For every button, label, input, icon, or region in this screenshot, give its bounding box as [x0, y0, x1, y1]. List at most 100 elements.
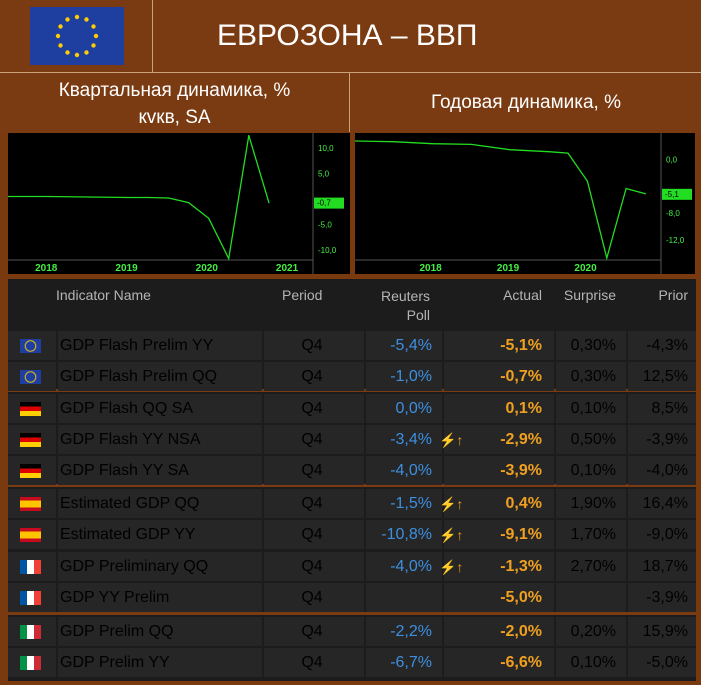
indicator-name: GDP Prelim QQ — [60, 623, 174, 640]
eu-flag-icon — [30, 7, 124, 65]
cell-background — [264, 583, 364, 612]
cell-background — [264, 331, 364, 360]
chart-data-point — [548, 151, 550, 153]
reuters-poll: 0,0% — [395, 400, 432, 417]
period: Q4 — [301, 623, 323, 640]
col-header-prior[interactable]: Prior — [658, 287, 688, 303]
chart-data-point — [167, 197, 170, 199]
surprise-value: 0,30% — [570, 337, 616, 354]
cell-background — [264, 489, 364, 518]
table-row[interactable]: GDP Flash Prelim QQ Q4 -1,0% -0,7% 0,30% 12,5… — [8, 362, 696, 392]
cell-background — [58, 489, 262, 518]
chart-x-tick-label: 2020 — [196, 263, 219, 274]
prior-value: 12,5% — [642, 368, 688, 385]
cell-background — [628, 362, 696, 391]
country-flag-de-icon — [20, 433, 41, 447]
country-flag-es-icon — [20, 497, 41, 511]
prior-value: 16,4% — [642, 495, 688, 512]
cell-background — [556, 520, 626, 549]
table-row[interactable]: GDP Flash YY SA Q4 -4,0% -3,9% 0,10% -4,0% — [8, 456, 696, 486]
table-row[interactable]: Estimated GDP YY Q4 -10,8% -9,1% 1,70% -9,0% ⚡… — [8, 520, 696, 550]
prior-value: -3,9% — [646, 431, 688, 448]
quarterly-chart-svg: 2018 2019 2020 2021 10,0 5,0 -5,0 -10,0 -0,7 — [7, 133, 344, 274]
country-flag-fr-icon — [20, 591, 41, 605]
indicator-name: GDP Flash Prelim QQ — [60, 368, 218, 385]
indicator-name: GDP Prelim YY — [60, 654, 170, 671]
prior-value: 18,7% — [642, 558, 688, 575]
cell-background — [556, 456, 626, 485]
table-row[interactable]: GDP Flash Prelim YY Q4 -5,4% -5,1% 0,30% -4,3… — [8, 331, 696, 361]
indicator-name: Estimated GDP QQ — [60, 495, 200, 512]
quarterly-subheader-line1: Квартальная динамика, % — [58, 80, 291, 101]
chart-data-point — [7, 195, 9, 198]
cell-background — [444, 362, 554, 391]
table-row[interactable]: GDP Flash YY NSA Q4 -3,4% -2,9% 0,50% -3,9% ⚡↑ — [8, 425, 696, 455]
cell-background — [264, 552, 364, 581]
actual-value: -5,0% — [500, 589, 542, 606]
indicator-name: GDP Preliminary QQ — [60, 558, 209, 575]
chart-x-tick-label: 2018 — [35, 263, 58, 274]
eu-star — [84, 17, 89, 22]
actual-value: -0,7% — [500, 368, 542, 385]
cell-background — [366, 394, 442, 423]
cell-background — [628, 489, 696, 518]
cell-background — [556, 331, 626, 360]
cell-background — [366, 520, 442, 549]
flash-alert-icon: ⚡↑ — [439, 432, 464, 448]
table-row[interactable]: GDP Prelim YY Q4 -6,7% -6,6% 0,10% -5,0% — [8, 648, 696, 678]
chart-data-point — [431, 143, 434, 145]
chart-y-tick-label: 5,0 — [318, 170, 330, 179]
cell-background — [556, 362, 626, 391]
cell-background — [366, 489, 442, 518]
col-header-poll[interactable]: Reuters Poll — [360, 287, 430, 325]
surprise-value: 0,50% — [570, 431, 616, 448]
period: Q4 — [301, 526, 323, 543]
indicator-name: GDP Flash QQ SA — [60, 400, 194, 417]
table-row[interactable]: GDP Preliminary QQ Q4 -4,0% -1,3% 2,70% 18,7%… — [8, 552, 696, 582]
cell-background — [444, 648, 554, 677]
indicator-name: GDP Flash YY SA — [60, 462, 189, 479]
chart-x-tick-label: 2021 — [276, 263, 299, 274]
country-flag-eu-icon — [20, 370, 41, 384]
chart-data-point — [354, 140, 356, 142]
cell-background — [264, 425, 364, 454]
reuters-poll: -1,0% — [390, 368, 432, 385]
col-header-surprise[interactable]: Surprise — [563, 287, 616, 303]
period: Q4 — [301, 400, 323, 417]
reuters-poll: -2,2% — [390, 623, 432, 640]
chart-x-tick-label: 2019 — [115, 263, 138, 274]
indicator-name: Estimated GDP YY — [60, 526, 196, 543]
cell-background — [58, 425, 262, 454]
col-header-period[interactable]: Period — [282, 287, 323, 303]
chart-data-point — [127, 196, 129, 199]
surprise-value: 0,20% — [570, 623, 616, 640]
cell-background — [556, 394, 626, 423]
period: Q4 — [301, 337, 323, 354]
chart-data-point — [208, 217, 210, 219]
chart-x-tick-label: 2020 — [574, 263, 597, 274]
quarterly-subheader: Квартальная динамика, % кvкв, SA — [0, 73, 350, 132]
table-row[interactable]: GDP YY Prelim Q4 -5,0% -3,9% — [8, 583, 696, 613]
cell-background — [264, 362, 364, 391]
surprise-value: 1,70% — [570, 526, 616, 543]
table-row[interactable]: GDP Prelim QQ Q4 -2,2% -2,0% 0,20% 15,9% — [8, 617, 696, 647]
surprise-value: 2,70% — [570, 558, 616, 575]
actual-value: -2,9% — [500, 431, 542, 448]
country-flag-fr-icon — [20, 560, 41, 574]
col-header-name[interactable]: Indicator Name — [56, 287, 151, 303]
cell-background — [444, 425, 554, 454]
chart-series-line — [354, 140, 646, 261]
prior-value: -4,0% — [646, 462, 688, 479]
surprise-value: 0,10% — [570, 654, 616, 671]
reuters-poll: -5,4% — [390, 337, 432, 354]
table-row[interactable]: GDP Flash QQ SA Q4 0,0% 0,1% 0,10% 8,5% — [8, 394, 696, 424]
period: Q4 — [301, 462, 323, 479]
cell-background — [628, 394, 696, 423]
surprise-value: 0,10% — [570, 462, 616, 479]
col-header-actual[interactable]: Actual — [503, 287, 542, 303]
table-row[interactable]: Estimated GDP QQ Q4 -1,5% 0,4% 1,90% 16,4% ⚡↑ — [8, 489, 696, 519]
reuters-poll: -4,0% — [390, 558, 432, 575]
chart-y-tick-label: -8,0 — [666, 209, 680, 218]
eu-star — [65, 17, 70, 22]
eu-star — [91, 24, 96, 29]
